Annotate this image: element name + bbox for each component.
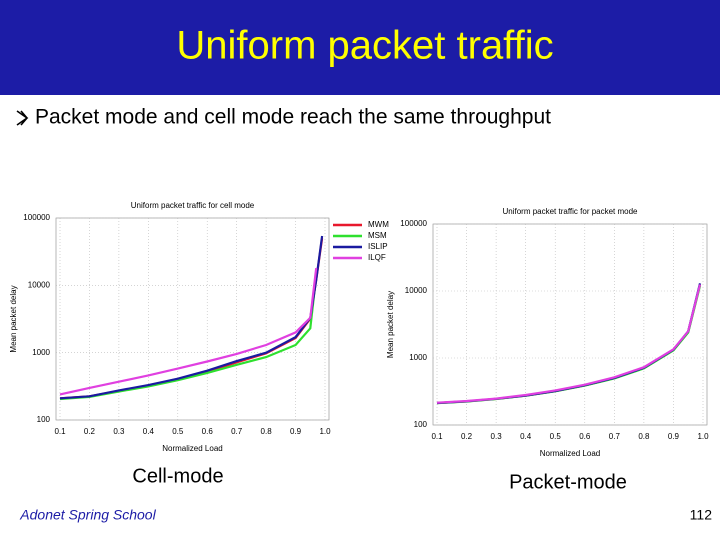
- x-axis-label: Normalized Load: [540, 449, 600, 458]
- header-band: [0, 0, 720, 95]
- plot-frame: [432, 223, 708, 426]
- y-tick-label: 100000: [400, 219, 427, 228]
- legend-label: ILQF: [368, 253, 386, 262]
- y-axis-label: Mean packet delay: [9, 285, 18, 352]
- x-tick-label: 0.6: [579, 432, 591, 441]
- x-tick-label: 0.7: [609, 432, 621, 441]
- legend-label: MSM: [368, 231, 387, 240]
- series-line: [436, 284, 702, 405]
- legend-label: ISLIP: [368, 242, 388, 251]
- y-tick-label: 1000: [32, 348, 50, 357]
- x-tick-label: 0.2: [84, 427, 96, 436]
- slide-title: Uniform packet traffic: [176, 24, 553, 68]
- page-number: 112: [690, 507, 713, 523]
- series-line: [59, 235, 324, 400]
- x-tick-label: 0.5: [550, 432, 562, 441]
- bullet-text: Packet mode and cell mode reach the same…: [35, 106, 551, 129]
- chart-title: Uniform packet traffic for cell mode: [131, 201, 255, 210]
- series-line: [436, 285, 702, 405]
- x-tick-label: 0.4: [520, 432, 532, 441]
- x-tick-label: 0.2: [461, 432, 473, 441]
- x-tick-label: 0.4: [143, 427, 155, 436]
- x-tick-label: 0.1: [431, 432, 443, 441]
- footer: Adonet Spring School: [19, 507, 156, 523]
- y-tick-label: 1000: [409, 353, 427, 362]
- y-tick-label: 100: [37, 415, 51, 424]
- y-tick-label: 100: [414, 420, 428, 429]
- series-line: [436, 284, 702, 404]
- chart-title: Uniform packet traffic for packet mode: [502, 207, 638, 216]
- caption: Cell-mode: [132, 465, 223, 487]
- x-tick-label: 0.9: [668, 432, 680, 441]
- plot-frame: [55, 217, 330, 421]
- x-tick-label: 0.1: [54, 427, 66, 436]
- series-line: [436, 283, 702, 405]
- series-line: [59, 275, 318, 401]
- legend-label: MWM: [368, 220, 389, 229]
- x-tick-label: 1.0: [319, 427, 331, 436]
- x-tick-label: 0.3: [491, 432, 503, 441]
- caption: Packet-mode: [509, 471, 627, 493]
- y-tick-label: 100000: [23, 213, 50, 222]
- y-tick-label: 10000: [405, 286, 428, 295]
- y-tick-label: 10000: [28, 280, 51, 289]
- x-tick-label: 0.3: [113, 427, 125, 436]
- x-tick-label: 1.0: [697, 432, 709, 441]
- bullet-arrow: [16, 110, 29, 126]
- y-axis-label: Mean packet delay: [386, 291, 395, 358]
- x-tick-label: 0.8: [261, 427, 273, 436]
- x-axis-label: Normalized Load: [162, 444, 222, 453]
- x-tick-label: 0.6: [202, 427, 214, 436]
- x-tick-label: 0.8: [638, 432, 650, 441]
- x-tick-label: 0.5: [172, 427, 184, 436]
- x-tick-label: 0.9: [290, 427, 302, 436]
- series-line: [59, 267, 318, 396]
- x-tick-label: 0.7: [231, 427, 243, 436]
